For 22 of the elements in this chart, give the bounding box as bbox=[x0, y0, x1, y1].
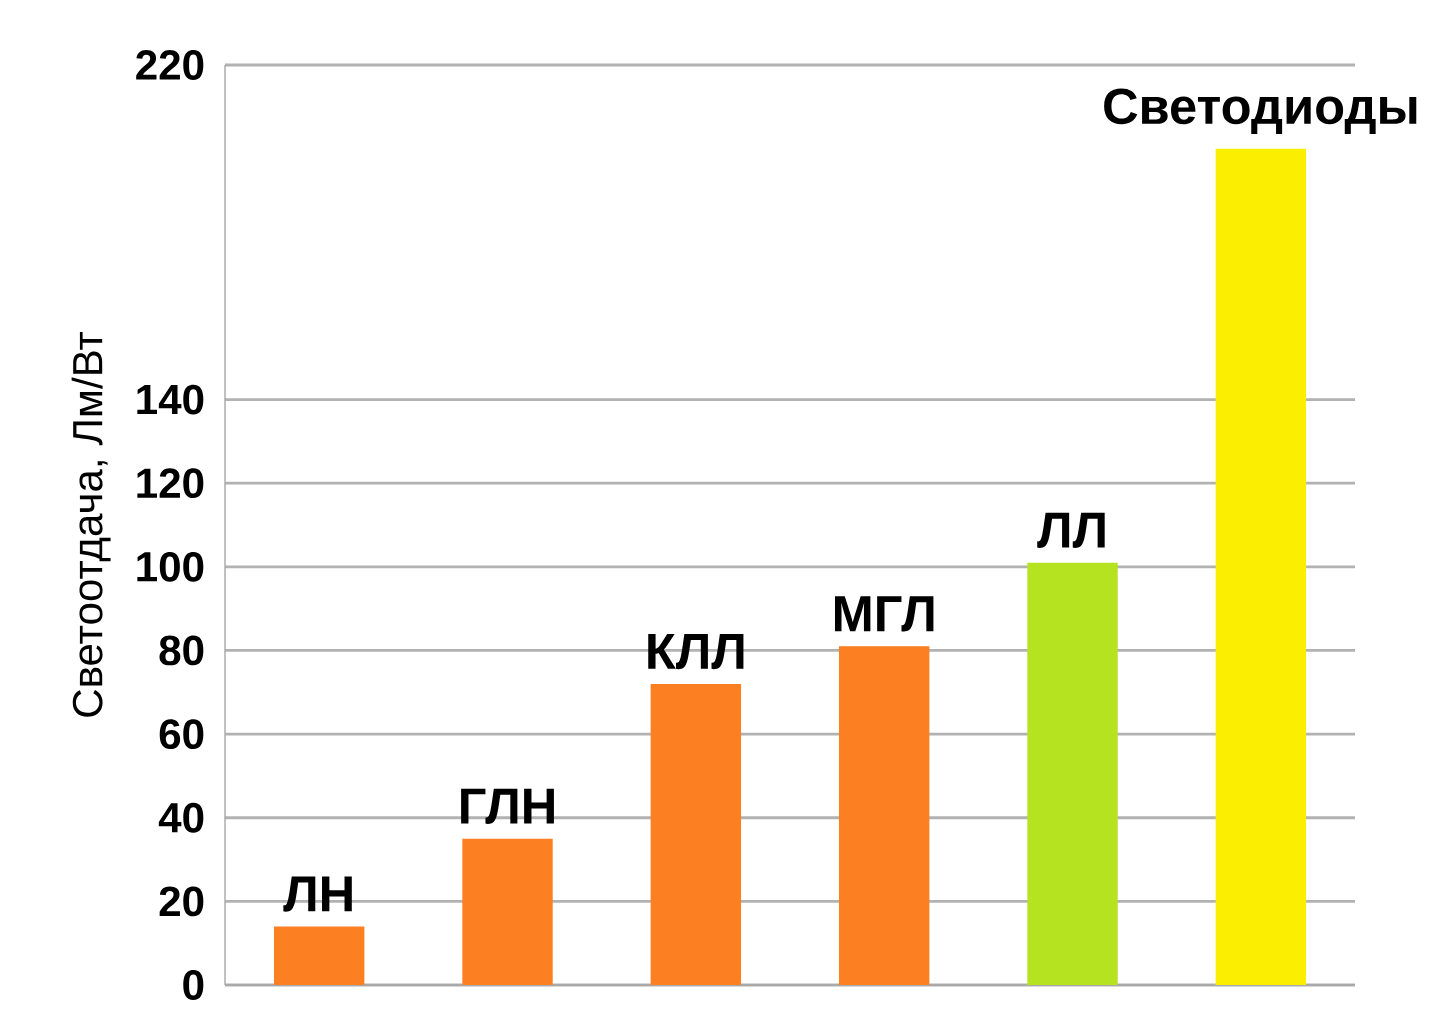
y-tick-label: 140 bbox=[137, 384, 204, 415]
y-tick-label: 120 bbox=[137, 468, 204, 499]
bar bbox=[273, 926, 365, 986]
y-axis-title: Светоотдача, Лм/Вт bbox=[71, 331, 111, 717]
y-tick-label: 220 bbox=[136, 50, 204, 80]
y-tick-label: 20 bbox=[159, 886, 204, 917]
bar bbox=[462, 838, 553, 986]
bar bbox=[1215, 148, 1307, 986]
y-tick-label: 0 bbox=[183, 970, 204, 1000]
bar bbox=[650, 683, 742, 986]
bar bbox=[1027, 562, 1118, 986]
bar bbox=[838, 646, 930, 986]
x-tick-label: ГЛН bbox=[461, 788, 554, 824]
x-tick-label: ЛН bbox=[283, 876, 352, 912]
y-tick-label: 80 bbox=[159, 635, 204, 666]
x-tick-label: КЛЛ bbox=[648, 633, 744, 670]
y-tick-label: 100 bbox=[137, 551, 204, 582]
x-tick-label: Светодиоды bbox=[1104, 88, 1417, 134]
y-tick-label: 60 bbox=[159, 719, 204, 750]
x-tick-label: МГЛ bbox=[835, 596, 934, 632]
y-tick-label: 40 bbox=[158, 802, 204, 833]
x-tick-label: ЛЛ bbox=[1037, 512, 1105, 548]
